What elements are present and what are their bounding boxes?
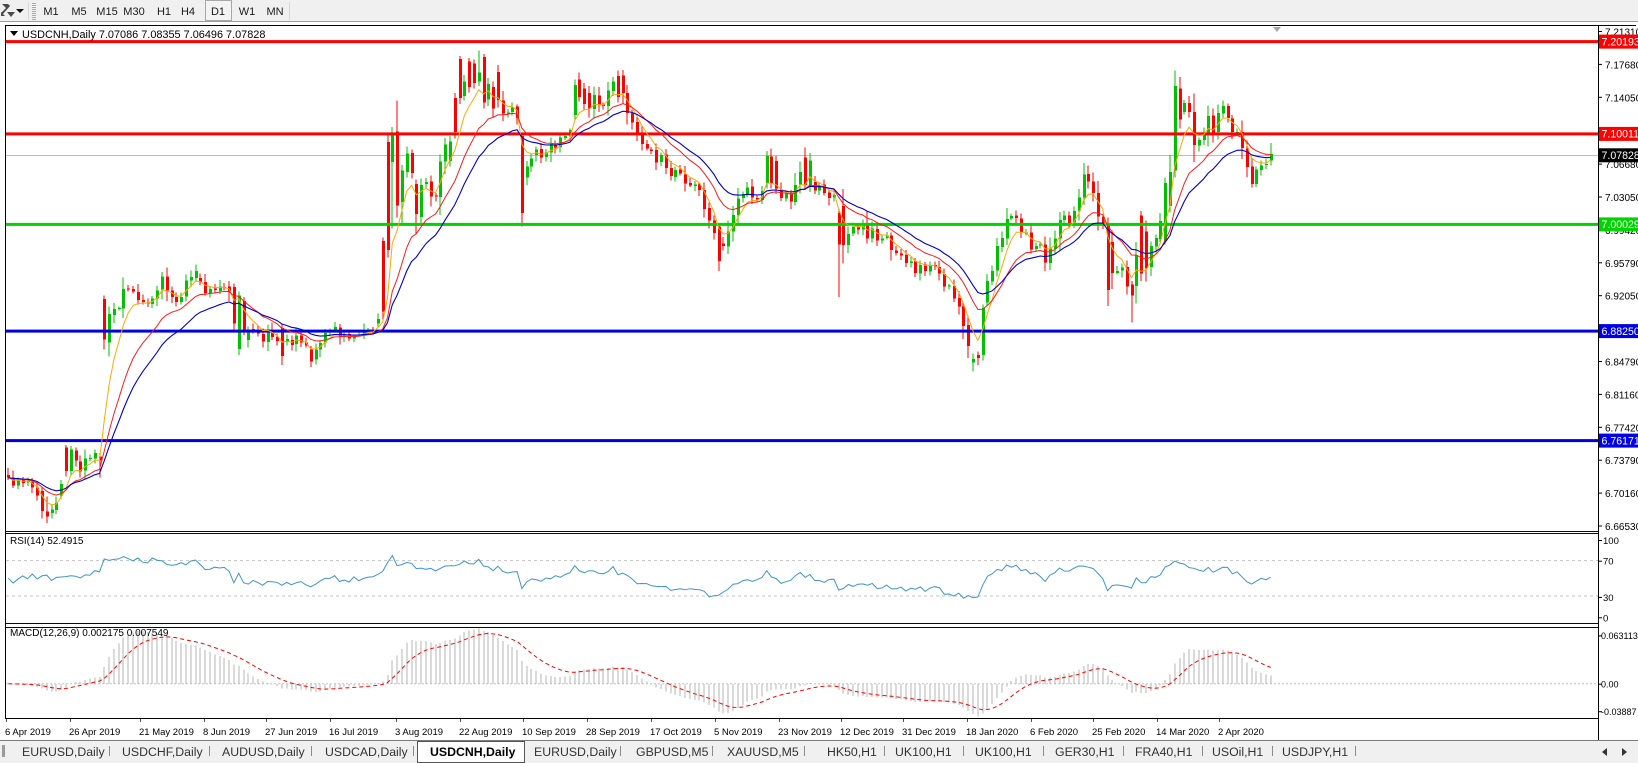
- svg-text:UK100,H1: UK100,H1: [975, 745, 1032, 759]
- svg-text:USDCNH,Daily: USDCNH,Daily: [430, 745, 516, 759]
- svg-text:USDJPY,H1: USDJPY,H1: [1282, 745, 1348, 759]
- svg-text:7.21310: 7.21310: [1605, 28, 1638, 39]
- svg-text:7.00029: 7.00029: [1602, 219, 1638, 231]
- svg-text:7.10011: 7.10011: [1602, 129, 1638, 141]
- svg-text:5 Nov 2019: 5 Nov 2019: [714, 727, 763, 738]
- svg-text:3 Aug 2019: 3 Aug 2019: [395, 727, 443, 738]
- svg-text:6.66530: 6.66530: [1605, 522, 1638, 533]
- svg-text:31 Dec 2019: 31 Dec 2019: [902, 727, 956, 738]
- svg-text:14 Mar 2020: 14 Mar 2020: [1156, 727, 1209, 738]
- svg-text:USOil,H1: USOil,H1: [1212, 745, 1263, 759]
- svg-text:GER30,H1: GER30,H1: [1055, 745, 1115, 759]
- svg-text:10 Sep 2019: 10 Sep 2019: [522, 727, 576, 738]
- svg-text:MN: MN: [266, 6, 283, 18]
- svg-text:USDCHF,Daily: USDCHF,Daily: [122, 745, 203, 759]
- svg-text:16 Jul 2019: 16 Jul 2019: [329, 727, 378, 738]
- svg-text:6.84790: 6.84790: [1605, 358, 1638, 369]
- svg-text:H4: H4: [181, 6, 195, 18]
- svg-text:-0.03887: -0.03887: [1601, 707, 1637, 717]
- svg-text:MACD(12,26,9) 0.002175 0.00754: MACD(12,26,9) 0.002175 0.007549: [10, 628, 169, 639]
- svg-text:28 Sep 2019: 28 Sep 2019: [586, 727, 640, 738]
- svg-text:AUDUSD,Daily: AUDUSD,Daily: [222, 745, 306, 759]
- svg-text:6.76171: 6.76171: [1602, 435, 1638, 447]
- svg-text:22 Aug 2019: 22 Aug 2019: [459, 727, 512, 738]
- svg-text:7.06680: 7.06680: [1605, 160, 1638, 171]
- svg-text:EURUSD,Daily: EURUSD,Daily: [22, 745, 106, 759]
- svg-text:6.95790: 6.95790: [1605, 259, 1638, 270]
- svg-text:27 Jun 2019: 27 Jun 2019: [265, 727, 317, 738]
- svg-text:7.07828: 7.07828: [1602, 150, 1638, 162]
- svg-text:M5: M5: [71, 6, 86, 18]
- svg-text:25 Feb 2020: 25 Feb 2020: [1092, 727, 1145, 738]
- svg-text:6.92050: 6.92050: [1605, 292, 1638, 303]
- svg-text:M30: M30: [123, 6, 144, 18]
- svg-text:6.77420: 6.77420: [1605, 423, 1638, 434]
- svg-text:USDCAD,Daily: USDCAD,Daily: [325, 745, 409, 759]
- svg-text:6.81160: 6.81160: [1605, 390, 1638, 401]
- svg-text:8 Jun 2019: 8 Jun 2019: [203, 727, 250, 738]
- svg-text:6.73790: 6.73790: [1605, 456, 1638, 467]
- svg-text:EURUSD,Daily: EURUSD,Daily: [534, 745, 618, 759]
- svg-text:7.20193: 7.20193: [1602, 36, 1638, 48]
- svg-text:2 Apr 2020: 2 Apr 2020: [1218, 727, 1264, 738]
- svg-text:6.88250: 6.88250: [1602, 326, 1638, 338]
- svg-text:7.14050: 7.14050: [1605, 93, 1638, 104]
- svg-text:21 May 2019: 21 May 2019: [139, 727, 194, 738]
- svg-text:6 Apr 2019: 6 Apr 2019: [5, 727, 51, 738]
- svg-text:HK50,H1: HK50,H1: [827, 745, 877, 759]
- svg-text:W1: W1: [239, 6, 256, 18]
- svg-text:6.70160: 6.70160: [1605, 489, 1638, 500]
- svg-text:M1: M1: [43, 6, 58, 18]
- svg-text:0.063113: 0.063113: [1601, 631, 1638, 641]
- svg-text:XAUUSD,M5: XAUUSD,M5: [727, 745, 799, 759]
- svg-text:23 Nov 2019: 23 Nov 2019: [778, 727, 832, 738]
- svg-text:100: 100: [1603, 536, 1619, 547]
- svg-text:USDCNH,Daily 7.07086 7.08355: USDCNH,Daily 7.07086 7.08355 7.06496 7.0…: [22, 29, 265, 41]
- svg-text:18 Jan 2020: 18 Jan 2020: [966, 727, 1018, 738]
- svg-text:H1: H1: [157, 6, 171, 18]
- svg-text:70: 70: [1603, 557, 1614, 568]
- svg-text:UK100,H1: UK100,H1: [895, 745, 952, 759]
- svg-text:7.17680: 7.17680: [1605, 60, 1638, 71]
- svg-text:GBPUSD,M5: GBPUSD,M5: [636, 745, 709, 759]
- svg-text:RSI(14) 52.4915: RSI(14) 52.4915: [10, 536, 84, 547]
- svg-text:26 Apr 2019: 26 Apr 2019: [69, 727, 120, 738]
- svg-text:M15: M15: [96, 6, 117, 18]
- svg-text:0: 0: [1603, 613, 1608, 624]
- svg-text:30: 30: [1603, 593, 1614, 604]
- svg-text:D1: D1: [211, 6, 225, 18]
- svg-text:17 Oct 2019: 17 Oct 2019: [650, 727, 702, 738]
- svg-text:0.00: 0.00: [1601, 679, 1619, 689]
- svg-text:12 Dec 2019: 12 Dec 2019: [840, 727, 894, 738]
- svg-text:6 Feb 2020: 6 Feb 2020: [1030, 727, 1078, 738]
- svg-text:FRA40,H1: FRA40,H1: [1135, 745, 1193, 759]
- svg-text:7.03050: 7.03050: [1605, 193, 1638, 204]
